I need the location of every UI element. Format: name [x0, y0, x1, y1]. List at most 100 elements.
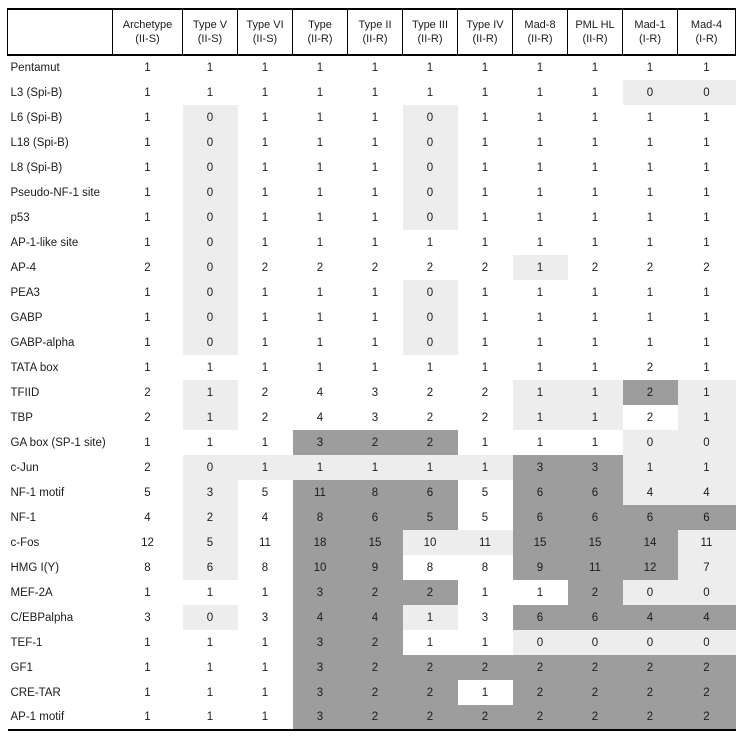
cell-mef-2a-type-ii: 2 [347, 580, 403, 605]
cell-ap-4-mad-4: 2 [703, 261, 710, 274]
cell-pseudo-nf-1-site-mad-4: 1 [703, 186, 710, 199]
cell-c-fos-mad-8: 15 [512, 530, 568, 555]
column-subtype: (II-S) [252, 33, 278, 45]
cell-c-ebpalpha-mad-8: 6 [512, 605, 568, 630]
cell-ga-box-sp-1-site-archetype: 1 [144, 436, 151, 449]
cell-c-fos-pml-hl: 15 [567, 530, 623, 555]
table-row-pentamut: Pentamut 1 1 1 1 1 1 1 1 1 1 1 [7, 55, 736, 80]
cell-p53-pml-hl: 1 [591, 211, 599, 224]
cell-ap-1-like-site-mad-8: 1 [536, 236, 544, 249]
cell-tata-box-type-v: 1 [206, 361, 214, 374]
table-row-gabp: GABP 1 0 1 1 1 0 1 1 1 1 1 [7, 305, 736, 330]
table-row-c-ebpalpha: C/EBPalpha 3 0 3 4 4 1 3 6 6 4 4 [7, 605, 736, 630]
row-label: TBP [7, 405, 113, 430]
cell-p53-type-iii: 0 [402, 205, 458, 230]
column-subtype: (II-S) [135, 33, 160, 45]
table-row-nf-1: NF-1 4 2 4 8 6 5 5 6 6 6 6 [7, 505, 736, 530]
cell-tfiid-pml-hl: 1 [567, 380, 623, 405]
column-header-mad-4: Mad-4 (I-R) [677, 9, 736, 56]
column-subtype: (II-R) [527, 33, 553, 45]
table-header: Archetype (II-S) Type V (II-S) Type VI (II-S)… [7, 9, 736, 56]
cell-l8-spi-b-type-iii: 0 [402, 155, 458, 180]
cell-c-fos-type: 18 [292, 530, 348, 555]
column-subtype: (II-R) [307, 33, 333, 45]
cell-ap-1-motif-type-iv: 2 [457, 705, 513, 730]
cell-l3-spi-b-type-iii: 1 [426, 86, 434, 99]
cell-gabp-type-iv: 1 [481, 311, 489, 324]
cell-l18-spi-b-mad-1: 1 [646, 136, 654, 149]
cell-l8-spi-b-type-vi: 1 [261, 161, 269, 174]
cell-nf-1-motif-type-iv: 5 [481, 486, 489, 499]
row-label: L3 (Spi-B) [7, 80, 113, 105]
cell-hmg-i-y-type-vi: 8 [261, 561, 269, 574]
cell-pentamut-pml-hl: 1 [591, 62, 599, 74]
cell-tbp-mad-8: 1 [512, 405, 568, 430]
row-label: PEA3 [7, 280, 113, 305]
cell-c-fos-type-vi: 11 [259, 536, 271, 549]
column-header-type-iv: Type IV (II-R) [457, 9, 513, 56]
cell-nf-1-type-v: 2 [182, 505, 238, 530]
cell-pseudo-nf-1-site-type-vi: 1 [261, 186, 269, 199]
column-header-archetype: Archetype (II-S) [112, 9, 183, 56]
cell-nf-1-mad-1: 6 [622, 505, 678, 530]
row-label: c-Fos [7, 530, 113, 555]
row-label: Pseudo-NF-1 site [7, 180, 113, 205]
column-name: Type IV [466, 18, 504, 31]
cell-pentamut-type-iii: 1 [426, 62, 434, 74]
table-row-c-fos: c-Fos 12 5 11 18 15 10 11 15 15 14 11 [7, 530, 736, 555]
cell-l18-spi-b-mad-4: 1 [703, 136, 710, 149]
row-label: HMG I(Y) [7, 555, 113, 580]
row-label: TATA box [7, 355, 113, 380]
cell-tbp-type-iv: 2 [481, 411, 489, 424]
cell-tbp-mad-1: 2 [646, 411, 654, 424]
cell-gabp-type: 1 [316, 311, 324, 324]
cell-ga-box-sp-1-site-mad-1: 0 [622, 430, 678, 455]
cell-l18-spi-b-archetype: 1 [144, 136, 151, 149]
cell-c-ebpalpha-type-iv: 3 [481, 611, 489, 624]
cell-tfiid-type-v: 1 [182, 380, 238, 405]
cell-gabp-type-vi: 1 [261, 311, 269, 324]
cell-p53-type-ii: 1 [371, 211, 379, 224]
cell-gabp-alpha-type: 1 [316, 336, 324, 349]
cell-c-ebpalpha-mad-4: 4 [677, 605, 736, 630]
cell-tbp-type-v: 1 [182, 405, 238, 430]
cell-c-fos-mad-4: 11 [677, 530, 736, 555]
column-header-type-v: Type V (II-S) [182, 9, 238, 56]
cell-pea3-pml-hl: 1 [591, 286, 599, 299]
column-subtype: (II-R) [472, 33, 498, 45]
cell-hmg-i-y-type-v: 6 [182, 555, 238, 580]
cell-ap-1-like-site-type-ii: 1 [371, 236, 379, 249]
cell-tfiid-archetype: 2 [144, 386, 151, 399]
cell-tef-1-type-vi: 1 [261, 636, 269, 649]
cell-l3-spi-b-type-ii: 1 [371, 86, 379, 99]
row-label: TEF-1 [7, 630, 113, 655]
cell-pentamut-mad-4: 1 [703, 62, 710, 74]
row-label: L8 (Spi-B) [7, 155, 113, 180]
cell-l18-spi-b-type-iii: 0 [402, 130, 458, 155]
cell-ap-4-type-vi: 2 [261, 261, 269, 274]
cell-pea3-type-iv: 1 [481, 286, 489, 299]
column-subtype: (II-R) [582, 33, 608, 45]
column-header-type-vi: Type VI (II-S) [237, 9, 293, 56]
column-name: Type V [192, 18, 228, 31]
cell-nf-1-type-vi: 4 [261, 511, 269, 524]
column-header-mad-8: Mad-8 (II-R) [512, 9, 568, 56]
column-subtype: (II-S) [197, 33, 223, 45]
row-label: GABP-alpha [7, 330, 113, 355]
cell-pentamut-archetype: 1 [144, 62, 151, 74]
cell-c-jun-mad-8: 3 [512, 455, 568, 480]
cell-pentamut-type-v: 1 [206, 62, 214, 74]
cell-pseudo-nf-1-site-mad-8: 1 [536, 186, 544, 199]
cell-pentamut-type-ii: 1 [371, 62, 379, 74]
cell-ap-4-type-iv: 2 [481, 261, 489, 274]
cell-l8-spi-b-pml-hl: 1 [591, 161, 599, 174]
cell-gabp-alpha-mad-4: 1 [703, 336, 710, 349]
cell-l3-spi-b-type: 1 [316, 86, 324, 99]
table-row-l6-spi-b: L6 (Spi-B) 1 0 1 1 1 0 1 1 1 1 1 [7, 105, 736, 130]
table-row-c-jun: c-Jun 2 0 1 1 1 1 1 3 3 1 1 [7, 455, 736, 480]
column-subtype: (I-R) [695, 33, 718, 45]
cell-gabp-alpha-type-ii: 1 [371, 336, 379, 349]
row-label: L18 (Spi-B) [7, 130, 113, 155]
cell-ap-1-like-site-type-iii: 1 [426, 236, 434, 249]
